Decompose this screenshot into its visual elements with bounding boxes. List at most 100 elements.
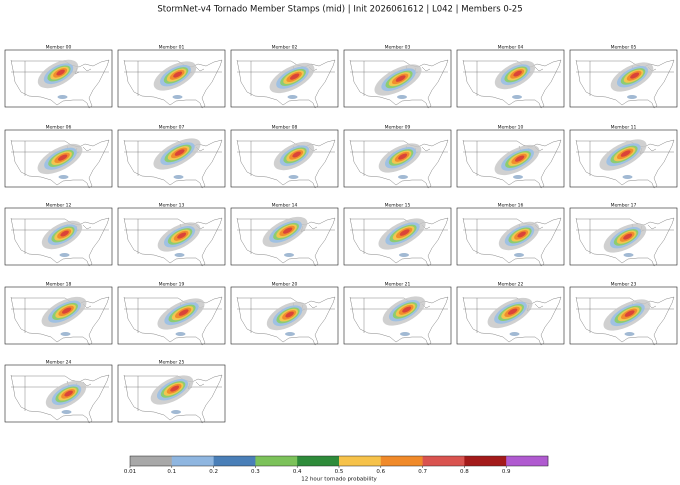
probability-field <box>269 62 315 94</box>
contour <box>397 95 407 99</box>
contour <box>622 175 633 179</box>
contour <box>60 332 71 336</box>
contour <box>623 253 634 257</box>
contour <box>287 95 298 99</box>
figure-title: StormNet-v4 Tornado Member Stamps (mid) … <box>157 5 522 15</box>
contour <box>178 309 189 316</box>
probability-field <box>41 220 83 250</box>
contour <box>630 72 640 79</box>
contour <box>507 308 518 315</box>
contour <box>624 332 635 336</box>
contour <box>513 70 522 77</box>
contour <box>175 332 186 336</box>
panel-grid: Member 00 Member 01 Member 02 Member 03 Memb… <box>4 45 678 424</box>
contour <box>620 150 631 157</box>
member-label: Member 24 <box>46 360 72 366</box>
probability-field <box>599 139 647 171</box>
member-label: Member 12 <box>46 203 72 209</box>
probability-field <box>382 296 426 326</box>
panel-frame <box>117 286 226 345</box>
member-panel: Member 11 <box>569 125 678 189</box>
member-panel: Member 15 <box>343 203 452 267</box>
colorbar-segment <box>506 456 549 466</box>
colorbar-segment <box>464 456 507 466</box>
colorbar-tick-label: 0.01 <box>124 469 136 475</box>
member-label: Member 15 <box>385 203 411 209</box>
probability-field <box>494 60 536 90</box>
probability-field <box>610 62 654 92</box>
member-panel: Member 09 <box>343 125 452 189</box>
contour <box>58 175 69 179</box>
contour <box>173 71 183 78</box>
panel-frame <box>230 49 339 108</box>
colorbar-segment <box>380 456 423 466</box>
member-panel: Member 18 <box>4 282 113 346</box>
probability-field <box>157 298 205 330</box>
colorbar-tick-label: 0.3 <box>251 469 260 475</box>
probability-field <box>153 61 197 91</box>
probability-field <box>378 218 426 250</box>
contour <box>60 230 69 237</box>
member-panel: Member 03 <box>343 45 452 109</box>
colorbar-label: 12 hour tornado probability <box>301 477 377 483</box>
member-panel: Member 04 <box>456 45 565 109</box>
member-label: Member 22 <box>498 282 524 288</box>
contour <box>56 69 65 76</box>
contour <box>57 95 68 99</box>
member-label: Member 18 <box>46 282 72 288</box>
colorbar-segment <box>171 456 214 466</box>
contour <box>285 311 294 318</box>
colorbar-segment <box>339 456 382 466</box>
probability-field <box>273 141 315 171</box>
probability-field <box>150 375 194 405</box>
probability-field <box>41 296 87 328</box>
contour <box>285 332 295 336</box>
contour <box>398 153 408 160</box>
contour <box>64 390 73 397</box>
probability-field <box>37 59 79 89</box>
member-label: Member 10 <box>498 125 524 131</box>
probability-field <box>603 299 651 331</box>
member-panel: Member 00 <box>4 45 113 109</box>
member-panel: Member 01 <box>117 45 226 109</box>
member-panel: Member 20 <box>230 282 339 346</box>
member-label: Member 19 <box>159 282 185 288</box>
probability-field <box>487 297 533 329</box>
probability-field <box>494 144 540 176</box>
contour <box>399 253 409 257</box>
member-panel: Member 06 <box>4 125 113 189</box>
member-panel: Member 21 <box>343 282 452 346</box>
colorbar-segment <box>213 456 256 466</box>
contour <box>284 253 294 257</box>
member-label: Member 03 <box>385 45 411 51</box>
contour <box>61 410 72 414</box>
member-label: Member 01 <box>159 45 185 51</box>
contour <box>59 253 70 257</box>
member-panel: Member 25 <box>117 360 226 424</box>
member-label: Member 16 <box>498 203 524 209</box>
member-label: Member 14 <box>272 203 298 209</box>
member-label: Member 04 <box>498 45 524 51</box>
contour <box>177 232 187 239</box>
member-label: Member 23 <box>611 282 637 288</box>
member-label: Member 07 <box>159 125 185 131</box>
probability-field <box>153 138 201 170</box>
contour <box>173 175 184 179</box>
contour <box>398 175 408 179</box>
colorbar-tick-label: 0.1 <box>167 469 176 475</box>
contour <box>57 154 68 161</box>
member-panel: Member 10 <box>456 125 565 189</box>
contour <box>400 332 410 336</box>
contour <box>517 231 526 238</box>
member-label: Member 00 <box>46 45 72 51</box>
member-label: Member 09 <box>385 125 411 131</box>
contour <box>174 149 185 156</box>
member-label: Member 06 <box>46 125 72 131</box>
contour <box>402 306 412 313</box>
probability-field <box>603 223 647 253</box>
member-panel: Member 16 <box>456 203 565 267</box>
contour <box>395 75 406 82</box>
colorbar-tick-label: 0.7 <box>418 469 427 475</box>
colorbar-tick-label: 0.9 <box>502 469 511 475</box>
contour <box>624 310 635 317</box>
